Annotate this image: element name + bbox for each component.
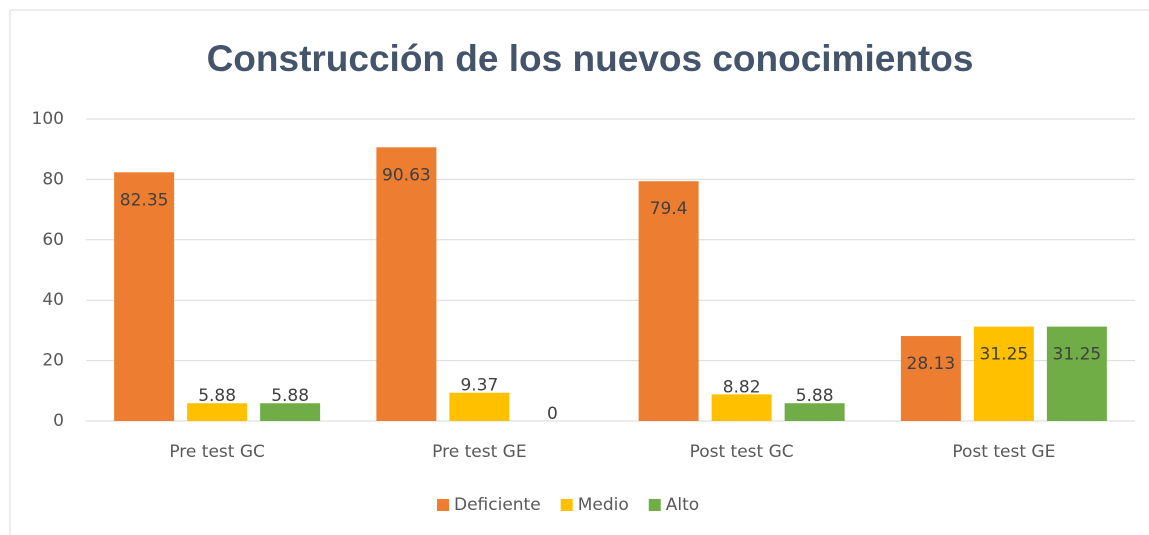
y-tick-label: 60	[42, 230, 64, 250]
data-label: 82.35	[120, 190, 169, 210]
x-tick-label: Pre test GE	[432, 442, 526, 462]
data-label: 90.63	[382, 165, 431, 185]
data-label: 31.25	[1053, 345, 1102, 365]
bar	[784, 403, 845, 421]
x-tick-label: Post test GC	[690, 442, 794, 462]
data-label: 8.82	[723, 377, 761, 397]
bar	[449, 392, 510, 421]
data-label: 5.88	[271, 386, 309, 406]
bar	[260, 403, 321, 421]
legend-label: Medio	[578, 495, 629, 515]
y-tick-label: 100	[32, 109, 64, 129]
y-tick-label: 0	[53, 411, 64, 431]
legend-swatch	[648, 499, 661, 511]
y-tick-label: 80	[42, 169, 64, 189]
y-tick-label: 20	[42, 351, 64, 371]
legend-label: Deficiente	[454, 495, 541, 515]
data-label: 9.37	[460, 376, 498, 396]
data-label: 5.88	[796, 386, 834, 406]
data-label: 79.4	[650, 199, 688, 219]
data-label: 0	[547, 404, 558, 424]
data-label: 31.25	[980, 345, 1029, 365]
bar	[711, 394, 772, 421]
chart-frame	[9, 9, 1149, 535]
legend-label: Alto	[666, 495, 699, 515]
bar	[1046, 326, 1107, 421]
bar	[376, 147, 437, 421]
bar	[638, 181, 699, 421]
x-tick-label: Post test GE	[952, 442, 1055, 462]
bar	[900, 336, 961, 421]
bar	[114, 172, 175, 421]
data-label: 5.88	[198, 386, 236, 406]
data-label: 28.13	[907, 354, 956, 374]
x-tick-label: Pre test GC	[169, 442, 265, 462]
legend-swatch	[560, 499, 573, 511]
bar	[973, 326, 1034, 421]
legend-swatch	[437, 499, 449, 511]
y-tick-label: 40	[42, 290, 64, 310]
bar	[187, 403, 248, 421]
chart-title: Construcción de los nuevos conocimientos	[207, 38, 974, 79]
